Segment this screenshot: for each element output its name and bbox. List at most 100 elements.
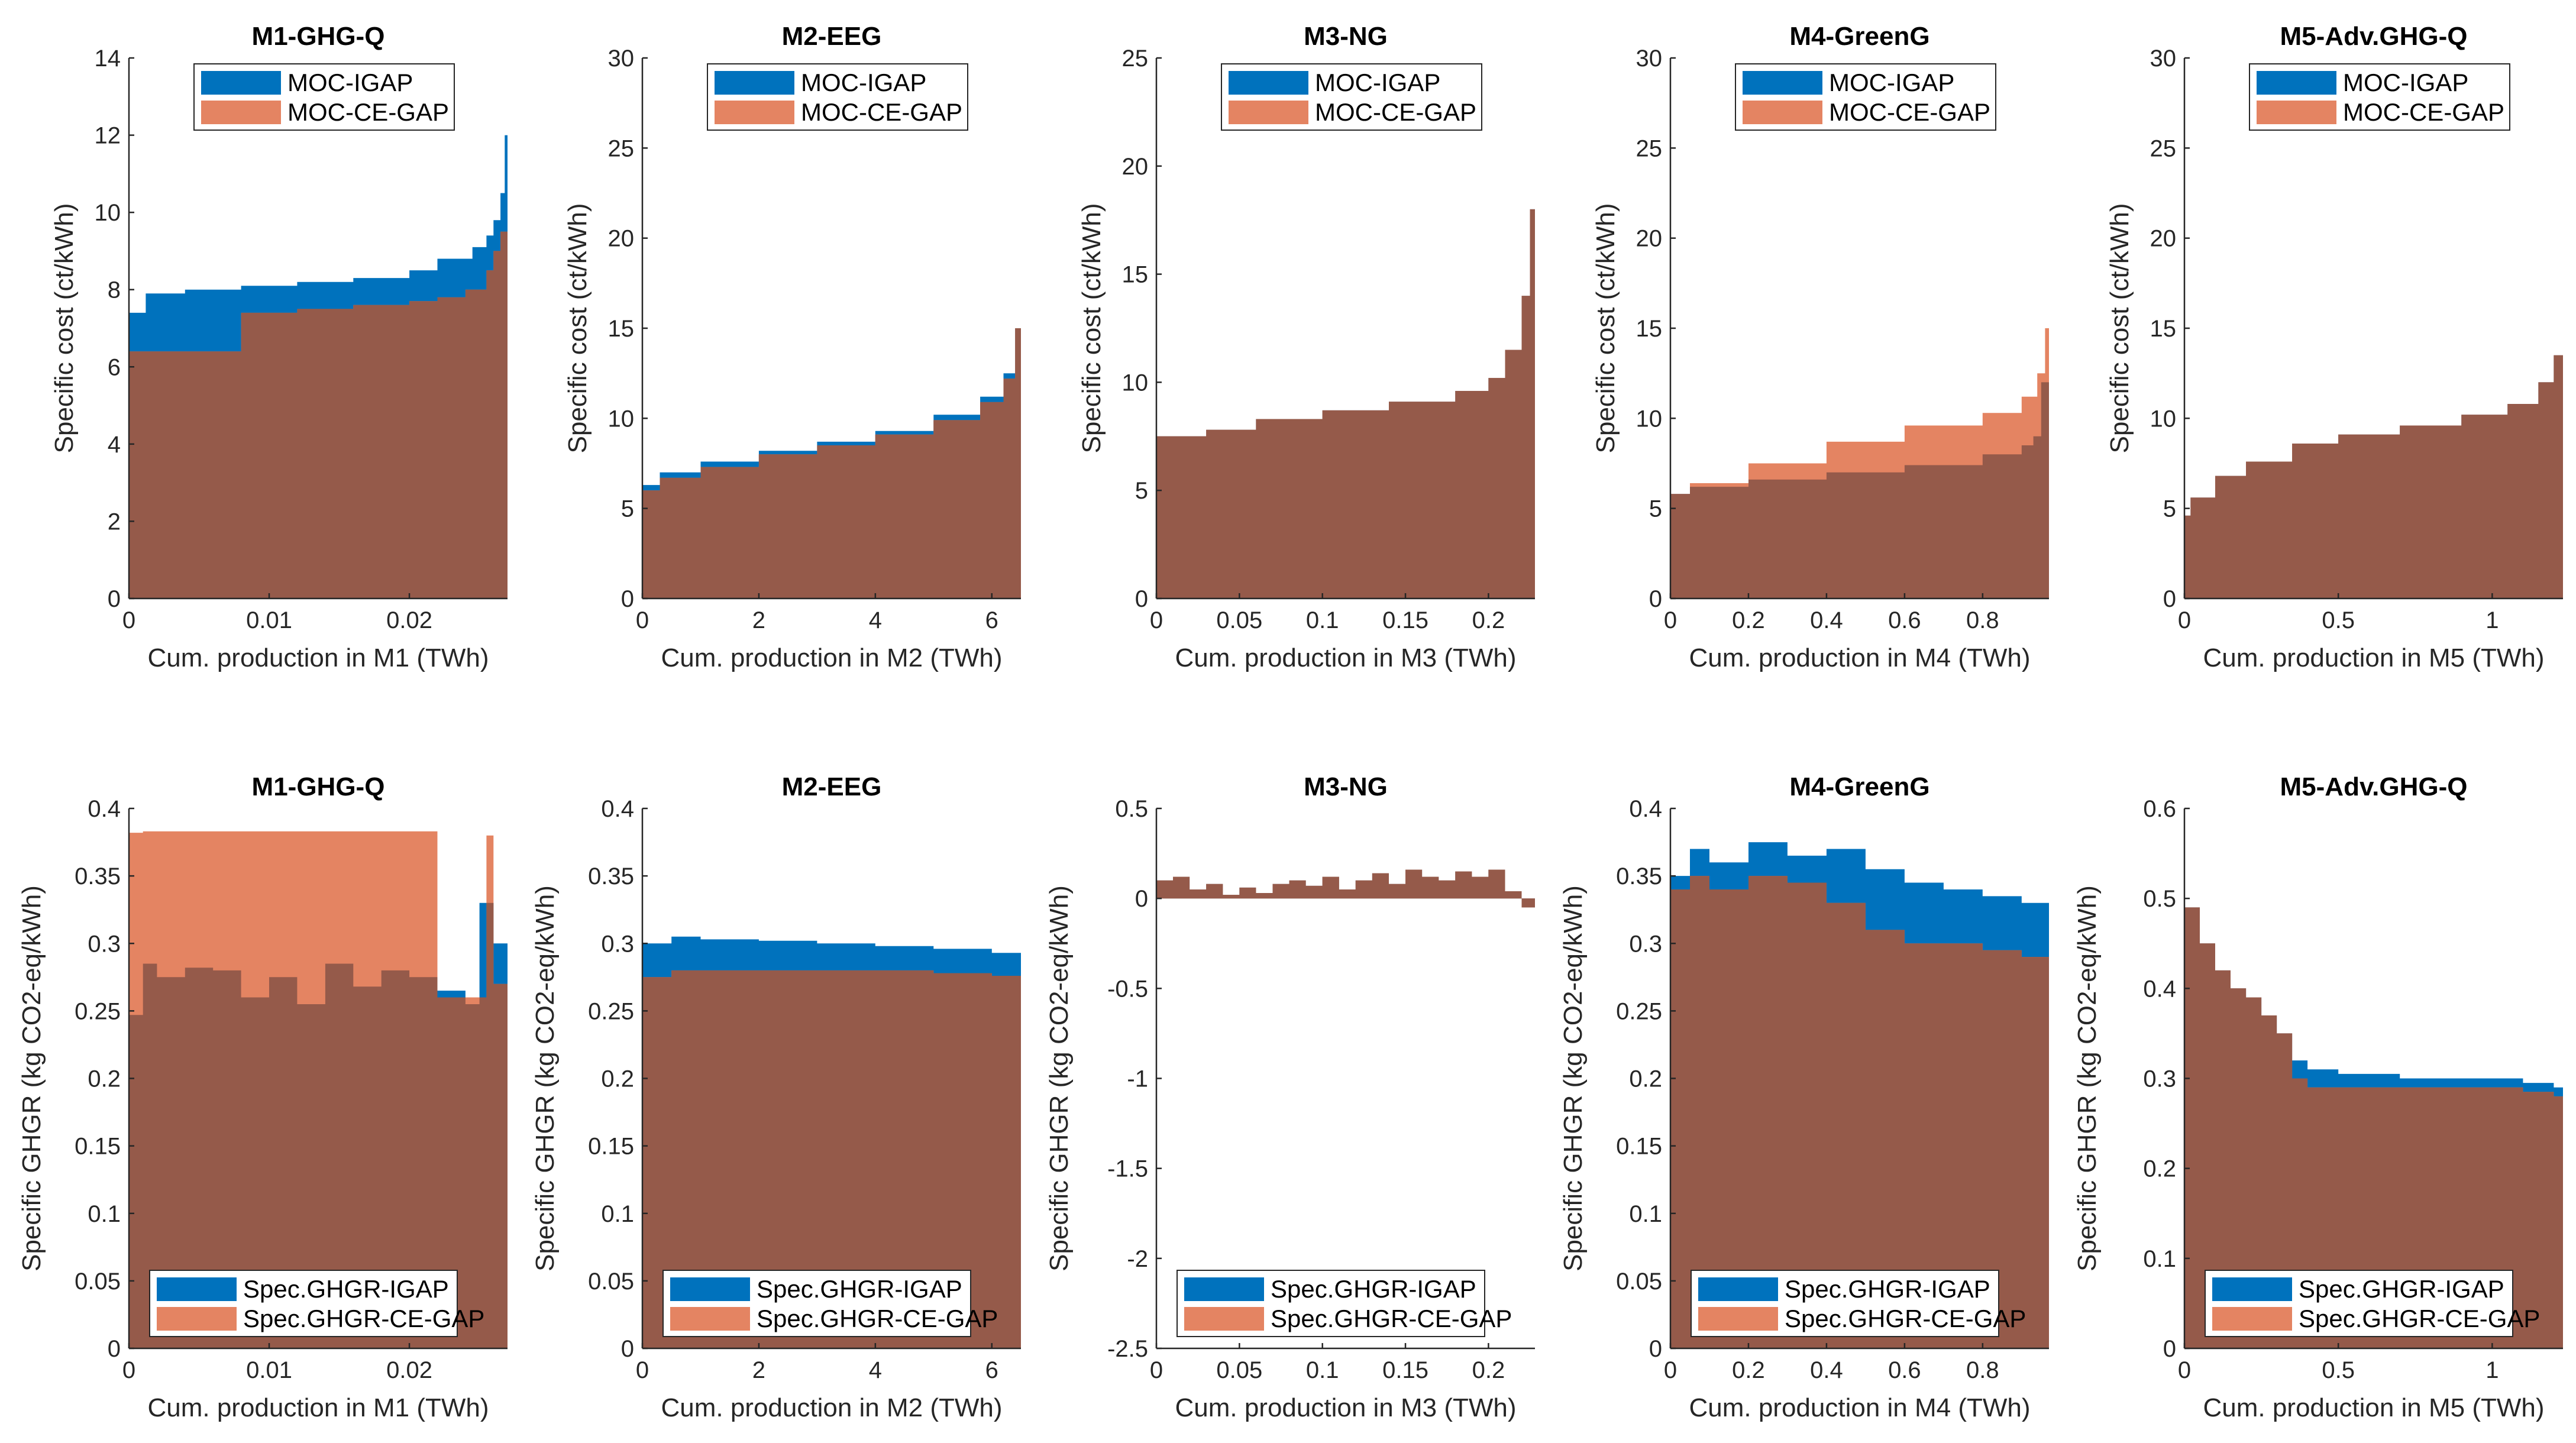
legend-swatch-ce-gap (1184, 1307, 1264, 1331)
x-tick-label: 0.2 (1472, 1357, 1505, 1383)
x-axis-label: Cum. production in M1 (TWh) (147, 1393, 489, 1422)
x-tick-label: 2 (752, 1357, 765, 1383)
y-axis-label: Specific cost (ct/kWh) (1591, 203, 1620, 454)
y-tick-label: 10 (2150, 406, 2177, 432)
y-tick-label: 15 (608, 316, 635, 342)
legend-label: MOC-IGAP (287, 69, 413, 96)
legend-swatch-igap (2257, 71, 2336, 95)
y-tick-label: 0.4 (601, 796, 634, 822)
plot-area (1670, 842, 2049, 1348)
chart-panel-1-5: 0 5 10 15 20 25 30 0 0.5 1 M5-Adv.GHG-Q Cum. produc… (2105, 22, 2563, 672)
x-tick-label: 0 (1150, 607, 1163, 633)
legend-label: Spec.GHGR-IGAP (2299, 1275, 2504, 1303)
legend-swatch-ce-gap (715, 101, 794, 124)
legend-label: MOC-IGAP (801, 69, 926, 96)
x-tick-label: 0.01 (246, 607, 292, 633)
y-tick-label: 0 (1135, 886, 1148, 912)
legend-swatch-ce-gap (2212, 1307, 2292, 1331)
y-tick-label: 0.2 (88, 1066, 121, 1092)
y-tick-label: 0 (1649, 586, 1662, 612)
y-tick-label: -1.5 (1107, 1156, 1148, 1182)
y-tick-label: 0 (621, 1336, 634, 1362)
x-tick-label: 4 (869, 1357, 882, 1383)
chart-title: M4-GreenG (1789, 772, 1929, 801)
y-tick-label: 0.3 (2143, 1066, 2176, 1092)
x-axis-label: Cum. production in M2 (TWh) (661, 1393, 1002, 1422)
legend-label: Spec.GHGR-IGAP (1785, 1275, 1990, 1303)
x-tick-label: 0 (1150, 1357, 1163, 1383)
y-tick-label: 0.1 (601, 1201, 634, 1227)
y-tick-label: 30 (1636, 46, 1663, 72)
y-axis-label: Specific GHGR (kg CO2-eq/kWh) (1045, 885, 1074, 1271)
y-tick-label: 5 (1135, 478, 1148, 504)
x-tick-label: 0.6 (1888, 1357, 1921, 1383)
legend-label: Spec.GHGR-CE-GAP (1785, 1305, 2026, 1332)
x-tick-label: 6 (985, 607, 998, 633)
chart-title: M5-Adv.GHG-Q (2280, 772, 2468, 801)
legend-swatch-igap (1743, 71, 1822, 95)
legend-swatch-ce-gap (201, 101, 281, 124)
chart-panel-2-4: 0 0.05 0.1 0.15 0.2 0.25 0.3 0.35 0.4 0 0.2 0.4 0.6 0… (1559, 772, 2049, 1422)
legend-label: Spec.GHGR-CE-GAP (2299, 1305, 2540, 1332)
y-tick-label: 0.05 (1616, 1269, 1662, 1295)
x-axis-label: Cum. production in M3 (TWh) (1175, 1393, 1516, 1422)
x-tick-label: 0.5 (2322, 1357, 2355, 1383)
legend-label: Spec.GHGR-IGAP (1271, 1275, 1476, 1303)
y-tick-label: 0 (2163, 1336, 2176, 1362)
y-tick-label: 0.05 (75, 1269, 121, 1295)
y-tick-label: 10 (95, 200, 121, 226)
y-tick-label: 0.6 (2143, 796, 2176, 822)
y-tick-label: 5 (1649, 496, 1662, 522)
y-tick-label: -2 (1127, 1246, 1148, 1272)
y-tick-label: 0.4 (2143, 976, 2176, 1002)
y-tick-label: 0.3 (1629, 931, 1662, 957)
y-tick-label: 5 (2163, 496, 2176, 522)
y-tick-label: -1 (1127, 1066, 1148, 1092)
x-axis-label: Cum. production in M2 (TWh) (661, 643, 1002, 672)
legend-swatch-ce-gap (1698, 1307, 1778, 1331)
series-overlap-area (1670, 876, 2049, 1348)
series-overlap-area (1156, 83, 1535, 598)
x-axis-label: Cum. production in M1 (TWh) (147, 643, 489, 672)
legend-label: Spec.GHGR-CE-GAP (757, 1305, 998, 1332)
series-overlap-area (642, 970, 1021, 1348)
y-tick-label: 10 (1122, 370, 1149, 396)
legend-swatch-igap (2212, 1277, 2292, 1301)
legend-swatch-ce-gap (157, 1307, 237, 1331)
x-tick-label: 0 (1664, 607, 1677, 633)
y-tick-label: 0.2 (2143, 1156, 2176, 1182)
legend-label: MOC-CE-GAP (1829, 98, 1990, 126)
y-tick-label: 0.1 (2143, 1246, 2176, 1272)
y-tick-label: 0 (621, 586, 634, 612)
legend-swatch-igap (1698, 1277, 1778, 1301)
y-tick-label: 0 (1135, 586, 1148, 612)
y-tick-label: 0.2 (1629, 1066, 1662, 1092)
x-tick-label: 0.8 (1966, 1357, 1999, 1383)
legend-swatch-igap (715, 71, 794, 95)
x-tick-label: 0 (2178, 607, 2191, 633)
x-tick-label: 0.01 (246, 1357, 292, 1383)
y-tick-label: 0.1 (1629, 1201, 1662, 1227)
x-axis-label: Cum. production in M5 (TWh) (2203, 643, 2544, 672)
x-tick-label: 1 (2485, 607, 2499, 633)
x-axis-label: Cum. production in M5 (TWh) (2203, 1393, 2544, 1422)
legend-label: Spec.GHGR-IGAP (757, 1275, 962, 1303)
y-axis-label: Specific cost (ct/kWh) (563, 203, 592, 454)
legend-label: MOC-IGAP (2343, 69, 2468, 96)
y-tick-label: 20 (1636, 226, 1663, 252)
chart-panel-1-4: 0 5 10 15 20 25 30 0 0.2 0.4 0.6 0.8 M4-GreenG Cum. p… (1591, 22, 2049, 672)
chart-title: M2-EEG (782, 22, 882, 51)
legend-label: Spec.GHGR-IGAP (243, 1275, 449, 1303)
legend-swatch-igap (1229, 71, 1308, 95)
x-axis-label: Cum. production in M4 (TWh) (1689, 1393, 2030, 1422)
legend-label: MOC-IGAP (1829, 69, 1954, 96)
y-tick-label: 14 (95, 46, 121, 72)
y-tick-label: -2.5 (1107, 1336, 1148, 1362)
y-tick-label: 10 (1636, 406, 1663, 432)
chart-title: M4-GreenG (1789, 22, 1929, 51)
